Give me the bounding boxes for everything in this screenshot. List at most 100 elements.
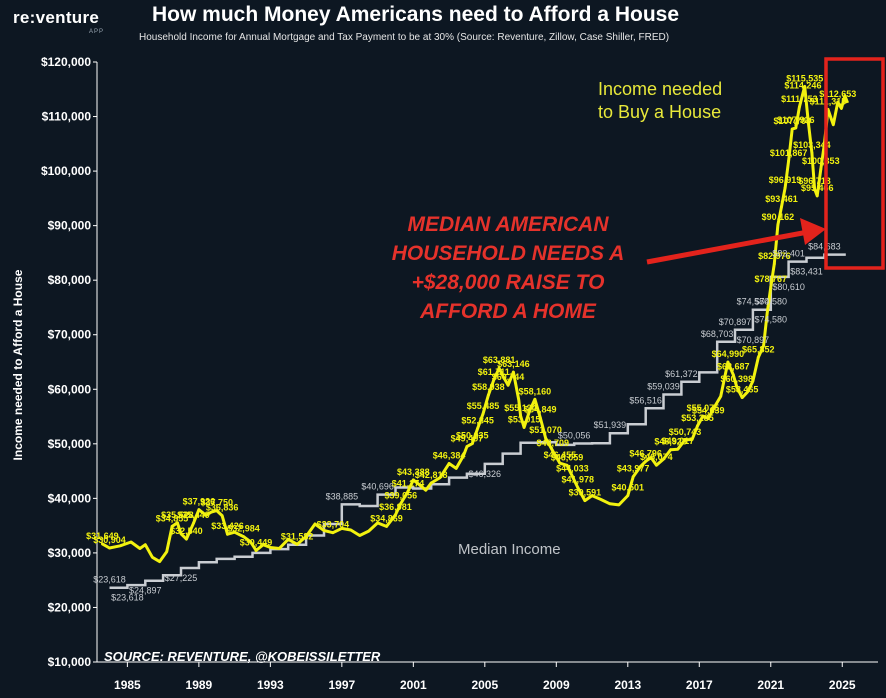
income-needed-point — [810, 151, 814, 155]
median-income-data-label: $23,618 — [93, 575, 126, 585]
income-needed-data-label: $103,344 — [793, 140, 831, 150]
income-needed-point — [626, 494, 630, 498]
income-needed-point — [242, 535, 245, 539]
income-needed-data-label: $46,074 — [640, 452, 673, 462]
income-needed-data-label: $50,743 — [669, 427, 702, 437]
income-needed-data-label: $41,978 — [561, 475, 594, 485]
x-tick-label: 1997 — [328, 678, 355, 692]
income-needed-point — [797, 105, 801, 109]
headline-line-3: +$28,000 RAISE TO — [411, 271, 605, 294]
income-needed-data-label: $61,711 — [478, 367, 510, 377]
median-income-data-label: $46,326 — [469, 469, 502, 479]
income-needed-data-label: $41,274 — [392, 478, 425, 488]
axes: $10,000 $20,000 $30,000 $40,000 $50,000 $60,0… — [41, 55, 878, 692]
income-needed-data-label: $46,796 — [629, 448, 662, 458]
income-needed-data-label: $37,750 — [200, 498, 233, 508]
income-needed-point — [486, 393, 490, 397]
y-tick-label: $10,000 — [48, 655, 92, 669]
median-income-data-label: $74,580 — [754, 297, 787, 307]
y-tick-label: $90,000 — [48, 219, 92, 233]
income-needed-point — [654, 463, 658, 467]
income-needed-point — [769, 285, 773, 289]
y-tick-label: $40,000 — [48, 491, 92, 505]
x-tick-label: 2009 — [543, 678, 570, 692]
income-needed-point — [538, 415, 542, 419]
income-needed-point — [470, 442, 474, 446]
median-income-data-label: $70,897 — [737, 335, 770, 345]
median-income-series — [109, 253, 846, 589]
income-needed-point — [644, 459, 648, 463]
x-tick-label: 2001 — [400, 678, 427, 692]
income-needed-point — [583, 499, 587, 502]
income-needed-data-label: $64,990 — [712, 349, 745, 359]
headline-line-1: MEDIAN AMERICAN — [407, 213, 609, 236]
income-needed-data-label: $43,388 — [397, 467, 430, 477]
income-needed-data-label: $114,246 — [784, 80, 821, 90]
income-needed-data-label: $30,904 — [93, 535, 126, 545]
income-needed-point — [192, 521, 195, 525]
income-needed-point — [776, 223, 780, 227]
income-needed-point — [481, 412, 485, 416]
arrow-head — [800, 218, 826, 245]
income-needed-data-label: $39,056 — [385, 491, 418, 501]
income-needed-line-2: to Buy a House — [598, 102, 722, 122]
income-needed-data-label: $34,855 — [156, 513, 189, 523]
income-needed-point — [815, 194, 819, 198]
income-needed-point — [519, 414, 522, 418]
median-income-annotation: Median Income — [458, 541, 561, 558]
income-needed-data-label: $96,919 — [769, 175, 802, 185]
income-needed-point — [631, 475, 635, 479]
income-needed-point — [756, 355, 760, 359]
income-needed-point — [492, 378, 496, 382]
income-needed-point — [406, 490, 410, 493]
income-needed-data-label: $48,928 — [654, 437, 687, 447]
income-needed-point — [783, 186, 787, 190]
income-needed-data-label: $112,653 — [819, 89, 856, 99]
income-needed-data-label: $54,849 — [524, 404, 557, 414]
income-needed-data-label: $37,926 — [183, 497, 216, 507]
median-income-data-label: $50,056 — [558, 431, 591, 441]
y-tick-label: $60,000 — [48, 382, 92, 396]
y-tick-label: $110,000 — [42, 110, 92, 124]
income-needed-data-label: $95,466 — [801, 183, 834, 193]
income-needed-point — [465, 445, 469, 448]
median-income-line — [109, 253, 846, 589]
arrow-shaft — [646, 229, 809, 265]
income-needed-point — [669, 448, 673, 452]
income-needed-point — [476, 426, 480, 430]
income-needed-point — [819, 167, 823, 171]
income-needed-data-label: $111,753 — [781, 94, 818, 104]
income-needed-point — [215, 509, 219, 513]
logo-subtext: APP — [89, 29, 105, 35]
income-needed-data-label: $50,035 — [456, 431, 489, 441]
income-needed-point — [411, 478, 415, 482]
median-income-data-label: $59,039 — [647, 382, 680, 392]
income-needed-data-label: $60,398 — [721, 374, 754, 384]
source-credit: SOURCE: REVENTURE, @KOBEISSILETTER — [104, 649, 381, 664]
x-tick-label: 1993 — [257, 678, 284, 692]
income-needed-point — [551, 449, 555, 453]
income-needed-data-label: $58,465 — [726, 385, 759, 395]
x-tick-label: 2005 — [471, 678, 498, 692]
income-needed-point — [399, 502, 403, 505]
income-needed-data-label: $115,535 — [786, 73, 823, 83]
income-needed-point — [184, 537, 188, 541]
y-axis-label: Income needed to Afford a House — [11, 269, 25, 461]
income-needed-data-label: $52,845 — [461, 415, 494, 425]
income-needed-point — [544, 436, 547, 440]
income-needed-point — [100, 542, 104, 546]
income-needed-point — [385, 524, 388, 528]
headline-line-4: AFFORD A HOME — [420, 300, 596, 323]
y-tick-label: $80,000 — [48, 273, 92, 287]
x-tick-label: 2025 — [829, 678, 856, 692]
income-needed-data-label: $107,926 — [777, 115, 815, 125]
income-needed-point — [533, 397, 537, 401]
income-needed-data-label: $36,836 — [206, 503, 239, 513]
income-needed-point — [701, 414, 705, 418]
income-needed-data-label: $63,881 — [483, 355, 516, 365]
income-needed-data-label: $55,124 — [504, 403, 537, 413]
income-needed-data-label: $96,713 — [798, 176, 831, 186]
y-tick-label: $120,000 — [41, 55, 91, 69]
income-needed-data-label: $43,977 — [617, 464, 650, 474]
median-income-data-label: $51,939 — [594, 420, 627, 430]
